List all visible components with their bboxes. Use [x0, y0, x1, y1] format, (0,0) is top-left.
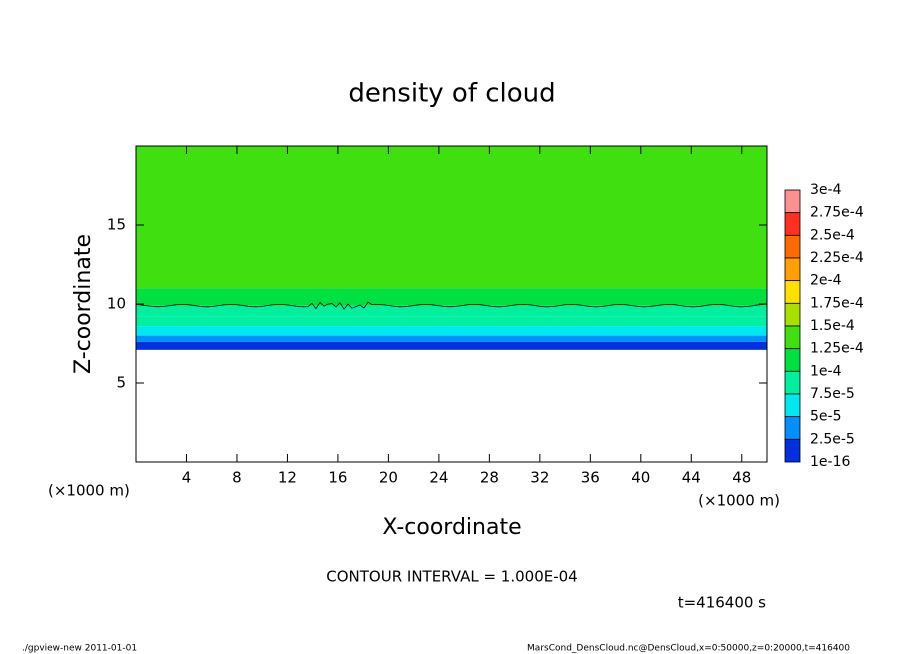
colorbar-box	[784, 348, 801, 372]
colorbar-label: 2e-4	[810, 273, 842, 289]
contour-band	[136, 288, 767, 306]
contour-band	[136, 146, 767, 289]
x-tick-label: 40	[631, 469, 650, 487]
x-unit: (×1000 m)	[698, 492, 780, 510]
y-axis-label: Z-coordinate	[71, 234, 96, 374]
contour-band	[136, 316, 767, 327]
colorbar-label: 2.75e-4	[810, 205, 864, 221]
x-tick-label: 32	[530, 469, 549, 487]
contour-band	[136, 341, 767, 350]
colorbar-label: 1.25e-4	[810, 341, 864, 357]
x-tick-label: 48	[732, 469, 751, 487]
colorbar-label: 5e-5	[810, 409, 841, 425]
colorbar-label: 2.5e-4	[810, 227, 855, 243]
colorbar-label: 2.25e-4	[810, 250, 864, 266]
x-tick-label: 28	[480, 469, 499, 487]
x-tick-label: 20	[379, 469, 398, 487]
y-unit: (×1000 m)	[48, 482, 130, 500]
chart-title: density of cloud	[348, 79, 555, 109]
colorbar-box	[784, 438, 801, 463]
colorbar-box	[784, 393, 801, 418]
colorbar-label: 3e-4	[810, 182, 842, 198]
colorbar-box	[784, 416, 801, 440]
colorbar-box	[784, 234, 801, 259]
colorbar-box	[784, 257, 801, 282]
colorbar-box	[784, 325, 801, 350]
footer-left: ./gpview-new 2011-01-01	[22, 644, 137, 654]
colorbar-label: 1e-4	[810, 363, 842, 379]
x-tick-label: 44	[682, 469, 701, 487]
x-axis-label: X-coordinate	[382, 515, 521, 540]
x-tick-label: 36	[581, 469, 600, 487]
colorbar-label: 2.5e-5	[810, 431, 855, 447]
x-tick-label: 12	[278, 469, 297, 487]
x-tick-label: 4	[182, 469, 192, 487]
y-tick-label: 10	[107, 295, 126, 313]
contour-band	[136, 335, 767, 342]
footer-right: MarsCond_DensCloud.nc@DensCloud,x=0:5000…	[527, 644, 850, 654]
colorbar-box	[784, 212, 801, 236]
colorbar-label: 1.5e-4	[810, 318, 855, 334]
colorbar-label: 1e-16	[810, 454, 850, 470]
colorbar-box	[784, 189, 801, 214]
colorbar-box	[784, 302, 801, 327]
x-tick-label: 8	[232, 469, 242, 487]
x-tick-label: 16	[328, 469, 347, 487]
contour-line	[135, 301, 765, 310]
y-tick-label: 5	[116, 374, 126, 392]
y-tick-label: 15	[107, 216, 126, 234]
colorbar-box	[784, 280, 801, 304]
x-tick-label: 24	[429, 469, 448, 487]
contour-band	[136, 326, 767, 336]
contour-band	[136, 305, 767, 317]
colorbar-label: 7.5e-5	[810, 386, 855, 402]
colorbar-box	[784, 370, 801, 395]
contour-interval: CONTOUR INTERVAL = 1.000E-04	[326, 568, 577, 586]
colorbar-label: 1.75e-4	[810, 295, 864, 311]
time-label: t=416400 s	[678, 594, 766, 612]
